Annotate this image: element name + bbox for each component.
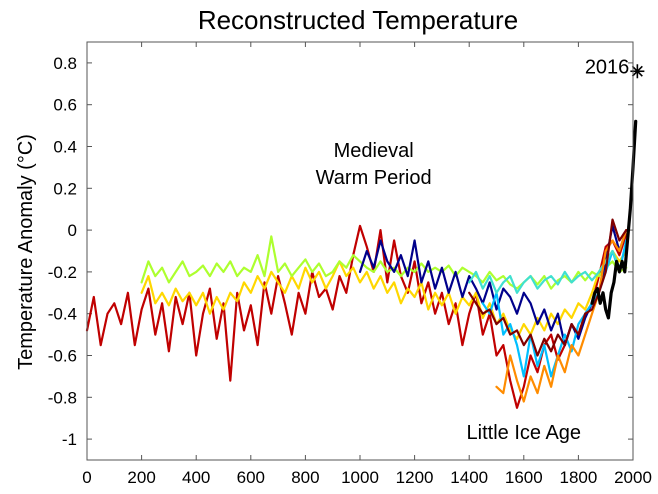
chart-title: Reconstructed Temperature [198, 5, 518, 35]
plot-frame [86, 41, 634, 461]
x-tick-label: 400 [182, 468, 210, 487]
x-tick-label: 1600 [505, 468, 543, 487]
y-tick-label: 0.2 [53, 179, 77, 198]
x-tick-label: 200 [127, 468, 155, 487]
y-tick-label: -0.4 [48, 305, 77, 324]
y-tick-label: -0.6 [48, 347, 77, 366]
y-tick-label: -1 [62, 430, 77, 449]
axis-ticks: 0 200 400 600 800 1000 1200 1400 1600 1800 2000 0.8… [48, 42, 652, 487]
series-line-7 [495, 229, 628, 403]
x-tick-label: 800 [291, 468, 319, 487]
annotation-label: 2016 [585, 56, 630, 78]
annotation-label: Medieval [334, 140, 414, 162]
series-line-3 [140, 235, 628, 290]
x-tick-label: 1000 [341, 468, 379, 487]
x-tick-label: 0 [82, 468, 91, 487]
series-line-6 [468, 249, 628, 294]
series-group [85, 119, 638, 409]
y-tick-label: 0.8 [53, 54, 77, 73]
y-tick-label: 0 [68, 221, 77, 240]
asterisk-marker [630, 64, 645, 79]
y-tick-label: -0.8 [48, 388, 77, 407]
x-tick-label: 1800 [559, 468, 597, 487]
x-tick-label: 600 [237, 468, 265, 487]
annotation-label: Little Ice Age [467, 422, 582, 444]
series-line-8 [468, 218, 628, 357]
y-tick-label: -0.2 [48, 263, 77, 282]
annotation-label: Warm Period [316, 167, 432, 189]
x-tick-label: 2000 [614, 468, 652, 487]
y-tick-label: 0.4 [53, 138, 77, 157]
series-line-2 [140, 249, 628, 340]
series-line-9 [590, 119, 638, 320]
annotations: Medieval Warm Period Little Ice Age 2016 [316, 56, 645, 444]
y-axis-label: Temperature Anomaly (°C) [15, 134, 37, 370]
series-line-4 [358, 224, 628, 347]
series-line-1 [85, 224, 628, 409]
x-tick-label: 1200 [396, 468, 434, 487]
x-tick-label: 1400 [450, 468, 488, 487]
y-tick-label: 0.6 [53, 96, 77, 115]
